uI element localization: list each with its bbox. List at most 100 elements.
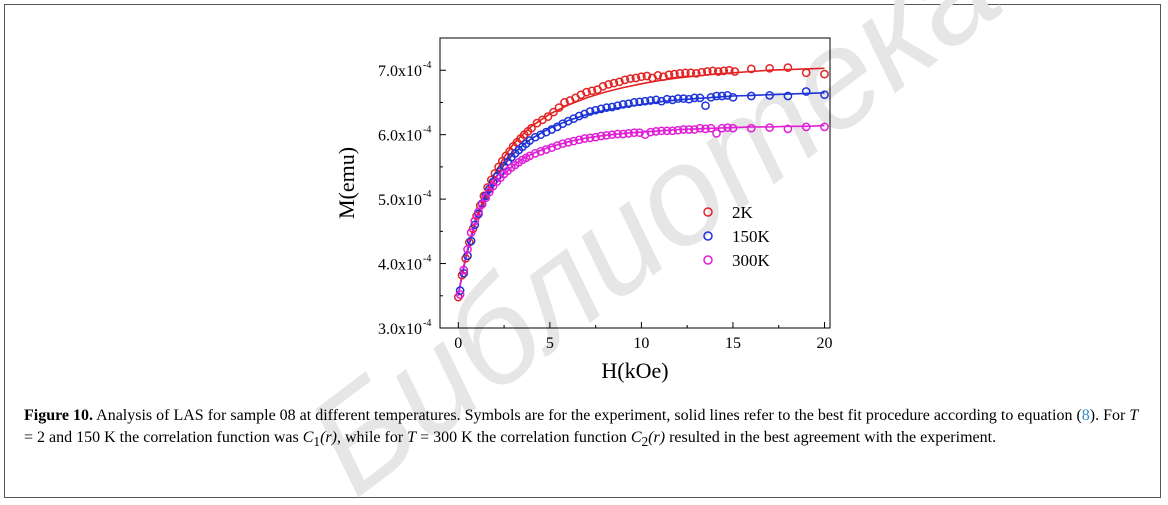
data-point-150k: [640, 96, 650, 106]
data-point-2k: [708, 66, 718, 76]
data-point-2k: [604, 80, 613, 89]
y-tick-exponent: -4: [423, 125, 431, 136]
data-point-2k: [626, 74, 635, 83]
data-point-300k: [635, 128, 644, 138]
data-point-2k: [483, 183, 492, 192]
data-point-150k: [602, 103, 611, 112]
data-point-300k: [585, 133, 595, 143]
data-point-2k: [659, 72, 668, 82]
y-tick-label: 6.0x10: [378, 128, 422, 145]
data-point-2k: [664, 70, 674, 80]
figure-caption: Figure 10. Analysis of LAS for sample 08…: [24, 405, 1144, 453]
y-tick-label: 3.0x10: [378, 321, 422, 338]
caption-text: Analysis of LAS for sample 08 at differe…: [93, 407, 1082, 424]
data-point-2k: [457, 270, 467, 280]
x-tick-label: 0: [454, 335, 462, 352]
data-point-150k: [801, 87, 811, 96]
data-point-300k: [706, 123, 716, 133]
data-point-2k: [675, 69, 685, 78]
data-point-150k: [668, 95, 677, 105]
data-point-2k: [765, 63, 774, 73]
data-point-2k: [730, 67, 740, 76]
data-point-2k: [681, 68, 690, 78]
data-point-2k: [549, 107, 558, 117]
data-point-2k: [724, 65, 734, 75]
data-point-2k: [609, 78, 619, 88]
x-tick-label: 20: [817, 335, 833, 352]
caption-text: , while for: [336, 429, 408, 446]
data-point-300k: [459, 265, 469, 275]
caption-text: ). For: [1089, 407, 1130, 424]
data-point-300k: [668, 126, 677, 136]
data-point-300k: [602, 130, 611, 140]
caption-sub: 2: [641, 434, 649, 450]
caption-var: C: [630, 429, 642, 446]
y-tick-label: 5.0x10: [378, 192, 422, 209]
figure-frame: [4, 4, 1161, 498]
data-point-2k: [615, 77, 624, 87]
data-point-300k: [646, 127, 655, 137]
data-point-2k: [697, 67, 707, 77]
data-point-300k: [541, 145, 551, 154]
data-point-150k: [635, 97, 644, 107]
data-point-300k: [624, 129, 633, 138]
data-point-150k: [723, 91, 732, 100]
data-point-300k: [574, 135, 584, 145]
data-point-300k: [477, 199, 487, 209]
caption-var: C: [302, 429, 314, 446]
data-point-300k: [474, 207, 483, 217]
data-point-300k: [607, 130, 617, 140]
caption-var: (r): [320, 429, 337, 446]
data-point-2k: [713, 67, 723, 76]
data-point-2k: [543, 112, 553, 121]
data-point-150k: [613, 101, 622, 111]
data-point-300k: [629, 128, 639, 138]
data-point-150k: [820, 90, 829, 100]
data-point-2k: [746, 64, 756, 74]
data-point-150k: [463, 251, 472, 261]
data-point-150k: [783, 91, 793, 101]
caption-text: = 2 and 150 K the correlation function w…: [24, 429, 303, 446]
data-point-150k: [607, 102, 617, 112]
equation-ref-link[interactable]: 8: [1081, 407, 1090, 424]
data-point-300k: [717, 123, 727, 133]
data-point-300k: [591, 132, 600, 142]
data-point-150k: [466, 236, 476, 246]
data-point-300k: [746, 123, 756, 133]
y-axis-ticks: 3.0x10 -44.0x10 -45.0x10 -46.0x10 -47.0x10 -4: [378, 60, 446, 338]
y-tick-exponent: -4: [423, 254, 431, 265]
legend-label-2k: 2K: [732, 203, 754, 222]
data-point-150k: [662, 94, 672, 104]
figure-label: Figure 10.: [24, 407, 94, 424]
data-point-2k: [691, 69, 701, 78]
y-tick-exponent: -4: [423, 189, 431, 200]
data-point-300k: [552, 141, 562, 150]
data-point-2k: [820, 69, 829, 79]
data-point-300k: [701, 124, 710, 134]
data-point-150k: [684, 94, 694, 104]
data-point-150k: [470, 220, 480, 230]
data-point-2k: [719, 66, 729, 76]
data-point-300k: [596, 131, 606, 141]
data-point-150k: [618, 100, 628, 109]
data-point-300k: [547, 143, 557, 152]
data-point-2k: [560, 98, 569, 107]
legend-marker-2k: [703, 207, 713, 217]
x-axis-ticks: 0 5 10 15 20: [454, 322, 833, 352]
data-point-150k: [728, 92, 738, 102]
legend: 2K 150K 300K: [703, 203, 771, 270]
data-point-300k: [728, 123, 738, 133]
legend-label-300k: 300K: [732, 251, 771, 270]
data-point-300k: [536, 147, 546, 156]
data-point-300k: [466, 228, 476, 237]
data-point-150k: [746, 91, 756, 101]
data-point-300k: [530, 149, 540, 158]
data-point-2k: [783, 63, 793, 72]
caption-var: T: [407, 429, 417, 446]
caption-var: T: [1129, 407, 1139, 424]
data-point-300k: [618, 129, 628, 139]
plot-frame: [439, 37, 831, 329]
data-point-300k: [684, 125, 694, 134]
data-point-2k: [598, 81, 608, 91]
x-tick-label: 10: [633, 335, 649, 352]
